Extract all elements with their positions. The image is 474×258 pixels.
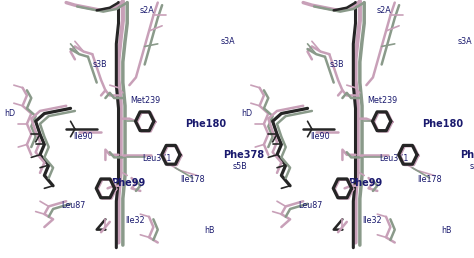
Text: s3B: s3B bbox=[329, 60, 344, 69]
Text: Phe378: Phe378 bbox=[460, 150, 474, 160]
Text: s2A: s2A bbox=[377, 6, 392, 15]
Text: s2A: s2A bbox=[140, 6, 155, 15]
Text: s3B: s3B bbox=[92, 60, 107, 69]
Text: Phe180: Phe180 bbox=[185, 119, 226, 129]
Text: hD: hD bbox=[242, 109, 253, 118]
Text: Phe180: Phe180 bbox=[422, 119, 463, 129]
Text: Phe99: Phe99 bbox=[348, 178, 383, 188]
Text: Ile178: Ile178 bbox=[417, 175, 442, 184]
Text: Met239: Met239 bbox=[367, 96, 398, 105]
Text: s3A: s3A bbox=[457, 37, 472, 46]
Text: Ile178: Ile178 bbox=[180, 175, 205, 184]
Text: s5B: s5B bbox=[232, 162, 247, 171]
Text: Phe378: Phe378 bbox=[223, 150, 264, 160]
Text: Phe99: Phe99 bbox=[111, 178, 146, 188]
Text: s5B: s5B bbox=[469, 162, 474, 171]
Text: Leu87: Leu87 bbox=[299, 201, 323, 209]
Text: Met239: Met239 bbox=[130, 96, 161, 105]
Text: hB: hB bbox=[441, 227, 451, 235]
Text: Leu371: Leu371 bbox=[142, 154, 172, 163]
Text: Ile90: Ile90 bbox=[310, 132, 330, 141]
Text: hB: hB bbox=[204, 227, 214, 235]
Text: Ile32: Ile32 bbox=[126, 216, 145, 225]
Text: Leu371: Leu371 bbox=[379, 154, 409, 163]
Text: Leu87: Leu87 bbox=[62, 201, 86, 209]
Text: Ile32: Ile32 bbox=[363, 216, 382, 225]
Text: Ile90: Ile90 bbox=[73, 132, 93, 141]
Text: s3A: s3A bbox=[220, 37, 235, 46]
Text: hD: hD bbox=[5, 109, 16, 118]
